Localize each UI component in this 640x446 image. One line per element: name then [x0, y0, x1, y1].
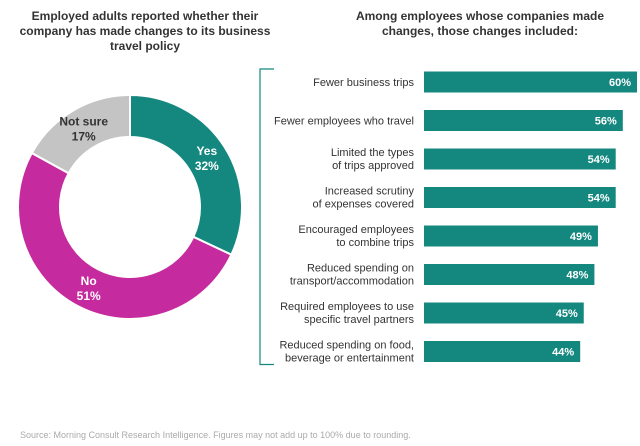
- bar-increased-scrutiny-of-expenses-covered: [424, 187, 616, 208]
- bar-value-label: 54%: [588, 154, 610, 166]
- bar-category-label: Limited the types: [331, 147, 415, 159]
- bar-category-label: beverage or entertainment: [285, 353, 414, 365]
- bar-reduced-spending-on-food-beverage-or-entertainment: [424, 341, 581, 362]
- donut-slice-no: [17, 151, 233, 320]
- bar-category-label: of trips approved: [332, 160, 414, 172]
- bar-value-label: 49%: [570, 231, 592, 243]
- bar-value-label: 60%: [609, 77, 631, 89]
- bar-chart: 60% Fewer business trips 56% Fewer employee…: [259, 68, 637, 366]
- bar-group-bracket: [259, 68, 274, 366]
- bar-category-label: Encouraged employees: [298, 224, 414, 236]
- donut-chart-title: Employed adults reported whether their c…: [19, 9, 271, 53]
- bar-category-label: specific travel partners: [304, 314, 415, 326]
- bar-value-label: 48%: [566, 270, 588, 282]
- bar-category-label: Increased scrutiny: [325, 186, 415, 198]
- bar-required-employees-to-use-specific-travel-partners: [424, 302, 584, 324]
- bar-limited-the-types-of-trips-approved: [424, 148, 616, 170]
- bar-chart-title: Among employees whose companies made cha…: [355, 9, 605, 38]
- bar-value-label: 45%: [556, 308, 578, 320]
- donut-value-yes: 32%: [195, 159, 219, 173]
- bar-reduced-spending-on-transport-accommodation: [424, 264, 595, 285]
- bar-value-label: 56%: [595, 116, 617, 128]
- bar-category-label: Fewer employees who travel: [274, 116, 414, 128]
- bar-value-label: 54%: [588, 193, 610, 205]
- donut-value-no: 51%: [77, 289, 101, 303]
- donut-label-not-sure: Not sure: [59, 115, 108, 129]
- bar-category-label: Fewer business trips: [313, 77, 414, 89]
- donut-label-no: No: [81, 274, 97, 288]
- donut-slice-yes: [129, 93, 243, 257]
- donut-value-not-sure: 17%: [72, 130, 96, 144]
- bar-category-label: to combine trips: [336, 237, 414, 249]
- bar-category-label: Reduced spending on food,: [279, 340, 414, 352]
- bar-fewer-employees-who-travel: [424, 110, 623, 131]
- bar-category-label: Reduced spending on: [307, 263, 414, 275]
- bar-category-label: of expenses covered: [312, 199, 414, 211]
- bar-fewer-business-trips: [424, 71, 637, 93]
- donut-label-yes: Yes: [196, 144, 217, 158]
- bar-category-label: transport/accommodation: [290, 276, 414, 288]
- donut-slice-not-sure: [30, 93, 131, 175]
- bar-category-label: Required employees to use: [280, 301, 414, 313]
- source-note: Source: Morning Consult Research Intelli…: [20, 430, 411, 440]
- bar-encouraged-employees-to-combine-trips: [424, 225, 598, 247]
- bar-value-label: 44%: [552, 347, 574, 359]
